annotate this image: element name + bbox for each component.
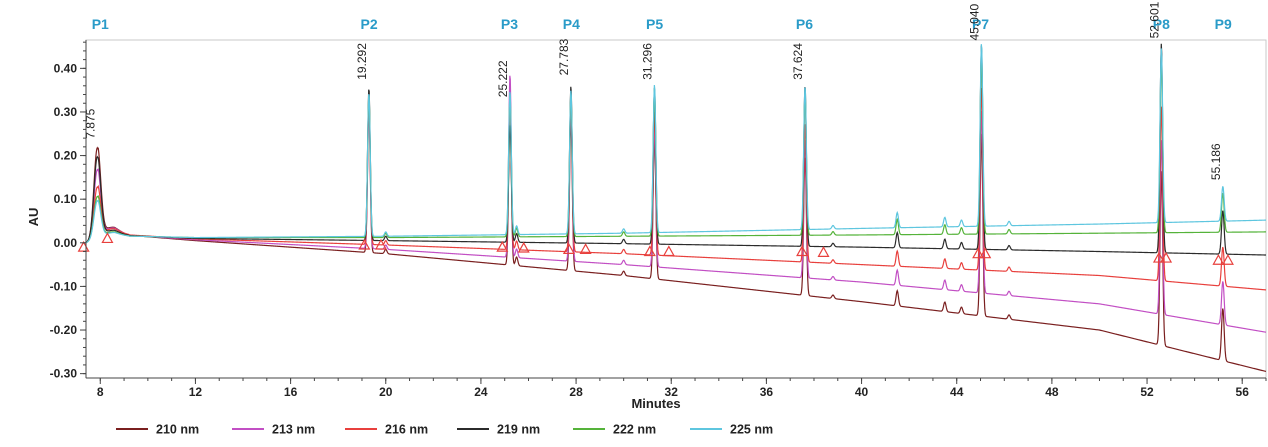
x-tick-label: 20 [379, 385, 393, 399]
trace-213-nm [85, 75, 1267, 333]
retention-time-label: 25.222 [496, 60, 510, 97]
retention-time-label: 7.875 [83, 108, 97, 138]
integration-marker [643, 245, 656, 257]
y-tick-label: 0.30 [54, 105, 78, 119]
legend-entry: 213 nm [272, 423, 315, 437]
y-tick-label: 0.00 [54, 236, 78, 250]
x-tick-label: 24 [474, 385, 488, 399]
legend-entry: 216 nm [385, 423, 428, 437]
x-tick-label: 48 [1045, 385, 1059, 399]
x-tick-label: 16 [284, 385, 298, 399]
peak-label: P6 [796, 16, 813, 32]
retention-time-labels: 7.875 19.292 25.222 27.783 31.296 37.624 45.04… [83, 1, 1223, 180]
peak-label: P5 [646, 16, 663, 32]
trace-210-nm [85, 109, 1267, 373]
plot-area [85, 39, 1267, 379]
peak-label: P4 [563, 16, 580, 32]
legend-entry: 210 nm [156, 423, 199, 437]
integration-marker [517, 241, 530, 253]
y-tick-label: -0.30 [50, 367, 78, 381]
y-tick-label: 0.20 [54, 149, 78, 163]
integration-marker [496, 240, 509, 252]
retention-time-label: 37.624 [791, 43, 805, 80]
x-tick-label: 52 [1140, 385, 1154, 399]
peak-label: P3 [501, 16, 518, 32]
retention-time-label: 45.040 [968, 3, 982, 40]
integration-marker [796, 245, 809, 257]
retention-time-label: 27.783 [557, 38, 571, 75]
trace-216-nm [85, 87, 1267, 291]
integration-marker [101, 232, 114, 244]
integration-marker [1152, 251, 1165, 263]
integration-marker [562, 243, 575, 254]
integration-marker [1221, 254, 1234, 265]
x-tick-label: 28 [569, 385, 583, 399]
x-tick-label: 12 [189, 385, 203, 399]
integration-marker [1212, 254, 1225, 265]
integration-marker [579, 243, 592, 254]
trace-219-nm [85, 43, 1267, 256]
peak-label: P9 [1215, 16, 1232, 32]
integration-marker [972, 247, 985, 259]
y-axis: -0.30 -0.20 -0.10 0.00 0.10 0.20 0.30 0.40 [50, 40, 87, 381]
y-tick-label: -0.10 [50, 279, 78, 293]
traces [85, 43, 1267, 373]
legend: 210 nm 213 nm 216 nm 219 nm 222 nm 225 nm [116, 423, 773, 437]
integration-marker [358, 238, 371, 250]
y-tick-label: 0.10 [54, 192, 78, 206]
peak-label: P2 [361, 16, 378, 32]
x-axis: 8 12 16 20 24 28 32 36 40 44 48 52 56 [86, 377, 1267, 399]
peak-label: P1 [92, 16, 109, 32]
retention-time-label: 19.292 [355, 43, 369, 80]
y-tick-label: 0.40 [54, 61, 78, 75]
legend-entry: 219 nm [497, 423, 540, 437]
integration-marker [374, 238, 388, 250]
trace-225-nm [85, 44, 1267, 244]
integration-marker [1160, 251, 1173, 263]
legend-entry: 222 nm [613, 423, 656, 437]
peak-labels: P1 P2 P3 P4 P5 P6 P7 P8 P9 [92, 16, 1232, 32]
peak-label: P8 [1153, 16, 1170, 32]
retention-time-label: 31.296 [641, 43, 655, 80]
y-axis-title: AU [26, 208, 41, 227]
x-tick-label: 8 [97, 385, 104, 399]
integration-marker [817, 246, 830, 257]
retention-time-label: 55.186 [1209, 143, 1223, 180]
x-tick-label: 40 [855, 385, 869, 399]
integration-markers [77, 232, 1234, 265]
x-axis-title: Minutes [631, 396, 680, 411]
peak-label: P7 [972, 16, 989, 32]
integration-marker [662, 245, 675, 257]
x-tick-label: 32 [665, 385, 679, 399]
x-tick-label: 56 [1236, 385, 1250, 399]
x-tick-label: 44 [950, 385, 964, 399]
y-tick-label: -0.20 [50, 323, 78, 337]
retention-time-label: 52.601 [1147, 1, 1161, 38]
x-tick-label: 36 [760, 385, 774, 399]
integration-marker [979, 247, 992, 259]
legend-entry: 225 nm [730, 423, 773, 437]
